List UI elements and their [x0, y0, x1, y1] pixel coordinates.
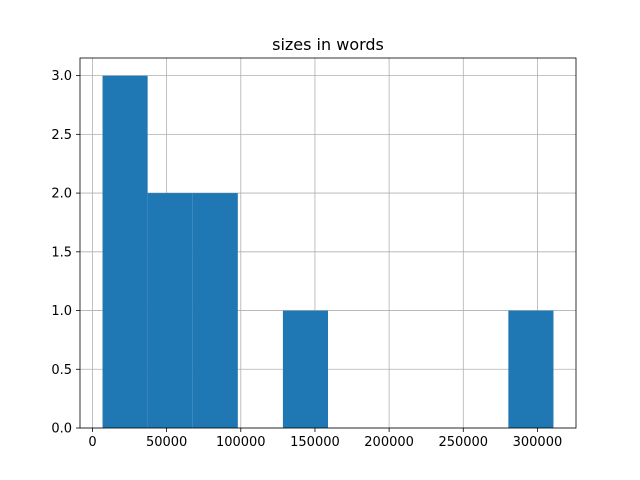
- bar: [147, 193, 193, 428]
- y-tick-label: 1.5: [51, 245, 72, 260]
- x-tick-label: 0: [88, 435, 96, 450]
- y-tick-label: 0.5: [51, 363, 72, 378]
- x-tick-label: 200000: [364, 435, 414, 450]
- y-tick-label: 3.0: [51, 69, 72, 84]
- x-tick-label: 100000: [216, 435, 266, 450]
- chart-title: sizes in words: [272, 35, 384, 54]
- x-tick-label: 150000: [290, 435, 340, 450]
- x-tick-label: 50000: [146, 435, 187, 450]
- axes-frame: [79, 57, 577, 429]
- y-tick-label: 1.0: [51, 304, 72, 319]
- x-tick-label: 300000: [513, 435, 563, 450]
- bar: [282, 310, 328, 428]
- bar: [508, 310, 554, 428]
- bar: [102, 75, 148, 428]
- y-tick-label: 2.5: [51, 128, 72, 143]
- y-tick-label: 0.0: [51, 422, 72, 437]
- bar: [192, 193, 238, 428]
- x-tick-label: 250000: [438, 435, 488, 450]
- y-tick-label: 2.0: [51, 187, 72, 202]
